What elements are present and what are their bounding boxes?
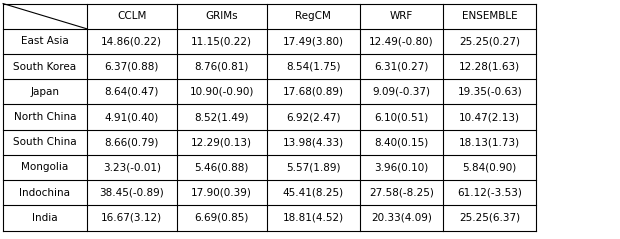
Text: 5.46(0.88): 5.46(0.88) bbox=[195, 163, 249, 173]
Text: 8.40(0.15): 8.40(0.15) bbox=[374, 137, 428, 147]
Text: North China: North China bbox=[14, 112, 76, 122]
Text: 16.67(3.12): 16.67(3.12) bbox=[101, 213, 162, 223]
Text: 27.58(-8.25): 27.58(-8.25) bbox=[369, 188, 434, 198]
Text: 20.33(4.09): 20.33(4.09) bbox=[371, 213, 432, 223]
Text: East Asia: East Asia bbox=[21, 36, 69, 46]
Text: 10.90(-0.90): 10.90(-0.90) bbox=[190, 87, 254, 97]
Text: 8.64(0.47): 8.64(0.47) bbox=[105, 87, 159, 97]
Text: 3.96(0.10): 3.96(0.10) bbox=[374, 163, 428, 173]
Text: 9.09(-0.37): 9.09(-0.37) bbox=[373, 87, 430, 97]
Text: 12.49(-0.80): 12.49(-0.80) bbox=[369, 36, 434, 46]
Text: 19.35(-0.63): 19.35(-0.63) bbox=[458, 87, 522, 97]
Text: 61.12(-3.53): 61.12(-3.53) bbox=[458, 188, 522, 198]
Text: Mongolia: Mongolia bbox=[21, 163, 69, 173]
Text: 5.84(0.90): 5.84(0.90) bbox=[463, 163, 517, 173]
Text: 17.68(0.89): 17.68(0.89) bbox=[283, 87, 343, 97]
Text: 25.25(6.37): 25.25(6.37) bbox=[459, 213, 520, 223]
Text: 6.69(0.85): 6.69(0.85) bbox=[195, 213, 249, 223]
Text: RegCM: RegCM bbox=[295, 11, 331, 21]
Text: South China: South China bbox=[13, 137, 77, 147]
Text: South Korea: South Korea bbox=[14, 62, 76, 72]
Text: 12.29(0.13): 12.29(0.13) bbox=[191, 137, 252, 147]
Text: CCLM: CCLM bbox=[117, 11, 146, 21]
Text: WRF: WRF bbox=[390, 11, 413, 21]
Text: Indochina: Indochina bbox=[19, 188, 71, 198]
Text: 10.47(2.13): 10.47(2.13) bbox=[459, 112, 520, 122]
Text: 14.86(0.22): 14.86(0.22) bbox=[101, 36, 162, 46]
Text: 6.31(0.27): 6.31(0.27) bbox=[374, 62, 428, 72]
Text: 25.25(0.27): 25.25(0.27) bbox=[459, 36, 520, 46]
Text: 17.90(0.39): 17.90(0.39) bbox=[191, 188, 252, 198]
Text: 18.81(4.52): 18.81(4.52) bbox=[283, 213, 343, 223]
Text: GRIMs: GRIMs bbox=[205, 11, 238, 21]
Text: 6.92(2.47): 6.92(2.47) bbox=[286, 112, 340, 122]
Text: 17.49(3.80): 17.49(3.80) bbox=[283, 36, 343, 46]
Text: ENSEMBLE: ENSEMBLE bbox=[462, 11, 518, 21]
Text: 11.15(0.22): 11.15(0.22) bbox=[191, 36, 252, 46]
Text: 3.23(-0.01): 3.23(-0.01) bbox=[103, 163, 161, 173]
Text: 45.41(8.25): 45.41(8.25) bbox=[283, 188, 343, 198]
Text: 6.37(0.88): 6.37(0.88) bbox=[105, 62, 159, 72]
Text: 13.98(4.33): 13.98(4.33) bbox=[283, 137, 343, 147]
Text: India: India bbox=[32, 213, 58, 223]
Text: Japan: Japan bbox=[30, 87, 60, 97]
Text: 38.45(-0.89): 38.45(-0.89) bbox=[99, 188, 164, 198]
Text: 12.28(1.63): 12.28(1.63) bbox=[459, 62, 520, 72]
Text: 5.57(1.89): 5.57(1.89) bbox=[286, 163, 340, 173]
Text: 18.13(1.73): 18.13(1.73) bbox=[459, 137, 520, 147]
Text: 8.66(0.79): 8.66(0.79) bbox=[105, 137, 159, 147]
Text: 8.76(0.81): 8.76(0.81) bbox=[195, 62, 249, 72]
Text: 8.54(1.75): 8.54(1.75) bbox=[286, 62, 340, 72]
Text: 6.10(0.51): 6.10(0.51) bbox=[374, 112, 428, 122]
Text: 4.91(0.40): 4.91(0.40) bbox=[105, 112, 159, 122]
Text: 8.52(1.49): 8.52(1.49) bbox=[195, 112, 249, 122]
